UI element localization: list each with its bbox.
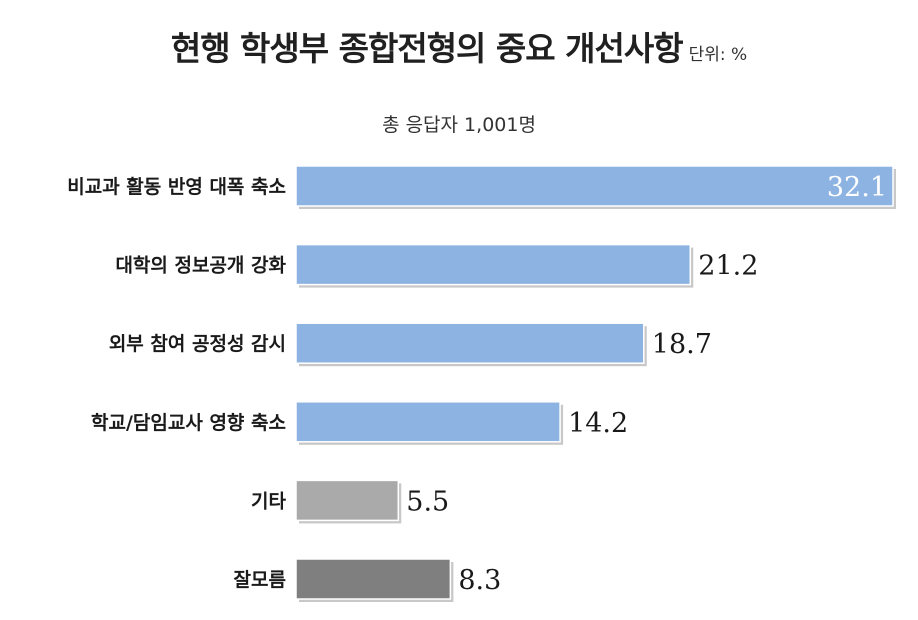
value-label: 32.1 (827, 172, 887, 203)
chart-title: 현행 학생부 종합전형의 중요 개선사항 (170, 29, 684, 68)
value-label: 8.3 (458, 565, 501, 596)
respondent-count: 총 응답자 1,001명 (382, 114, 536, 136)
bar (295, 479, 400, 522)
value-label: 5.5 (406, 486, 449, 517)
bar (295, 558, 452, 600)
category-label: 학교/담임교사 영향 축소 (91, 412, 286, 434)
bar (295, 401, 561, 443)
value-label: 14.2 (568, 408, 628, 439)
bar (295, 243, 692, 286)
category-label: 외부 참여 공정성 감시 (109, 333, 286, 355)
category-label: 비교과 활동 반영 대폭 축소 (67, 176, 286, 198)
bar (295, 165, 894, 207)
category-label: 대학의 정보공개 강화 (115, 255, 286, 277)
value-label: 18.7 (652, 329, 712, 360)
category-label: 기타 (251, 490, 286, 512)
bar (295, 322, 645, 364)
title-row: 현행 학생부 종합전형의 중요 개선사항 단위: % (0, 22, 918, 70)
category-label: 잘모름 (234, 569, 286, 591)
value-label: 21.2 (698, 251, 758, 282)
unit-label: 단위: % (688, 45, 748, 65)
